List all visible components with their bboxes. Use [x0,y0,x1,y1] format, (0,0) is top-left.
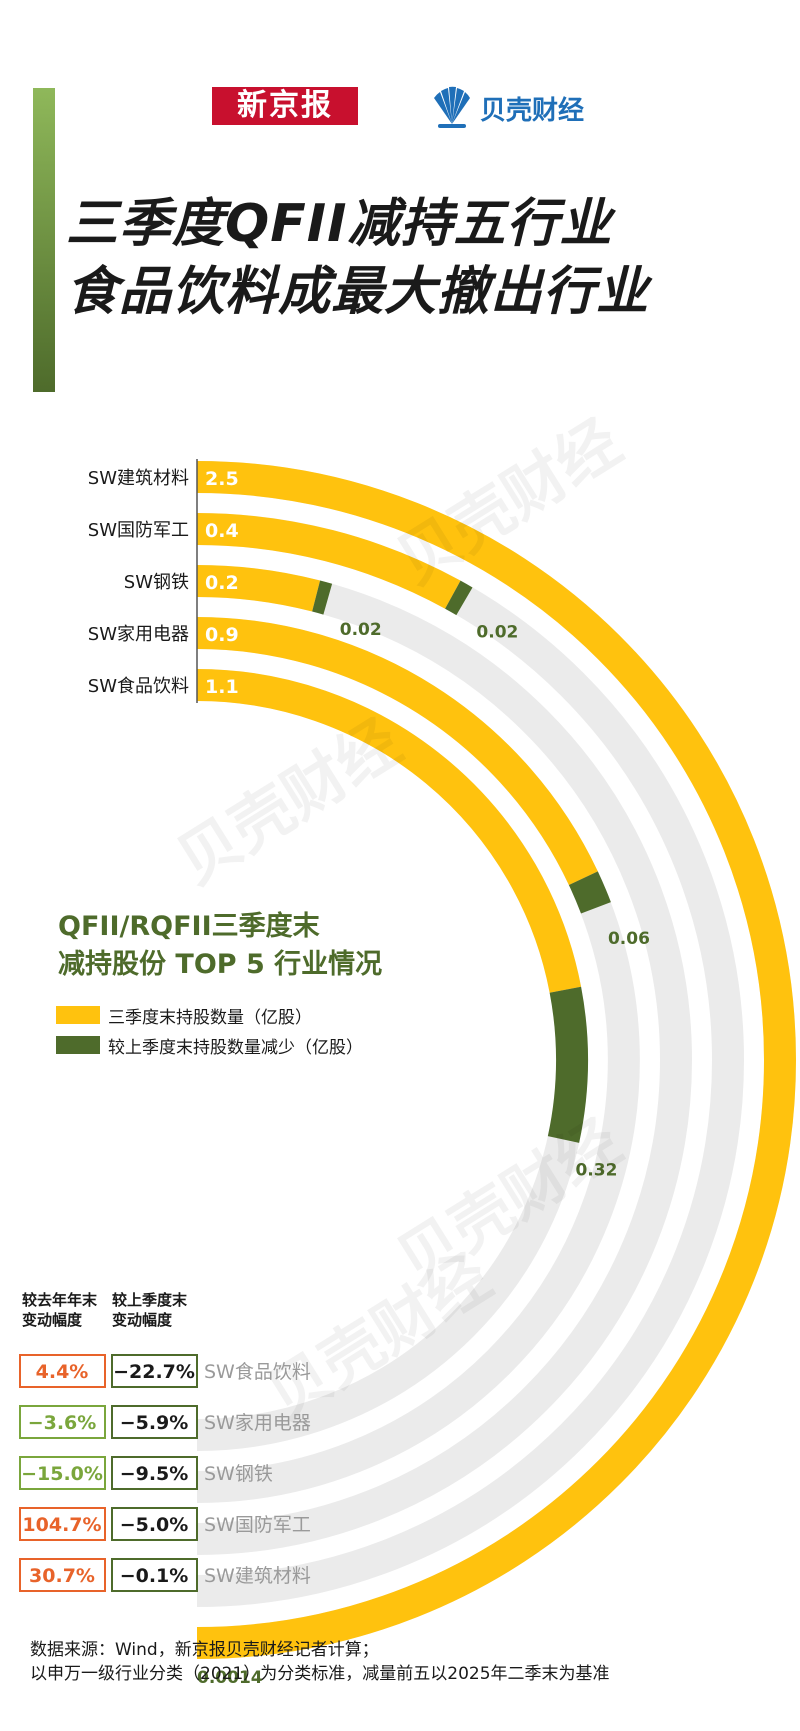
qoq-change-box [111,1456,198,1490]
ytd-change-value: −15.0% [21,1463,103,1485]
chart-title-line-1: QFII/RQFII三季度末 [58,911,320,942]
value-label-0: 2.5 [205,468,239,490]
title-accent-bar [33,88,55,392]
bar-holding-1 [196,513,461,609]
decrease-label-4: 0.32 [575,1161,617,1181]
qoq-change-box [111,1558,198,1592]
xinjingbao-logo: 新京报 [212,87,358,125]
title-line-1: 三季度QFII减持五行业 [66,194,613,254]
change-row-2: −15.0% −9.5% SW钢铁 [19,1456,273,1490]
source-line-1: 数据来源：Wind，新京报贝壳财经记者计算； [30,1640,379,1660]
bar-decrease-1 [445,580,473,616]
qoq-change-box [111,1405,198,1439]
category-label-3: SW家用电器 [88,624,189,645]
qoq-change-value: −5.9% [120,1412,189,1434]
source-note: 数据来源：Wind，新京报贝壳财经记者计算； 以申万一级行业分类（2021）为分… [30,1638,770,1686]
beike-logo-text: 贝壳财经 [480,96,585,126]
category-label-4: SW食品饮料 [88,676,189,697]
qoq-change-value: −9.5% [120,1463,189,1485]
watermark-3: 贝壳财经 [164,705,413,898]
bar-decrease-3 [568,871,611,914]
change-row-industry: SW家用电器 [204,1412,311,1434]
ytd-change-value: 4.4% [36,1361,89,1383]
bar-holding-0 [196,461,796,1659]
header-qoq-change: 较上季度末 变动幅度 [112,1291,188,1329]
ytd-change-box [19,1354,106,1388]
legend-label-decrease: 较上季度末持股数量减少（亿股） [108,1037,363,1058]
change-row-industry: SW建筑材料 [204,1565,311,1587]
value-label-4: 1.1 [205,676,239,698]
decrease-label-2: 0.02 [340,620,382,640]
ytd-change-box [19,1456,106,1490]
legend-item-decrease: 较上季度末持股数量减少（亿股） [56,1030,363,1060]
chart-legend: 三季度末持股数量（亿股） 较上季度末持股数量减少（亿股） [56,1000,363,1060]
ytd-change-box [19,1405,106,1439]
change-row-1: −3.6% −5.9% SW家用电器 [19,1405,311,1439]
chart-title: QFII/RQFII三季度末 减持股份 TOP 5 行业情况 [58,908,478,984]
legend-item-holding: 三季度末持股数量（亿股） [56,1000,363,1030]
decrease-label-3: 0.06 [608,929,650,949]
change-row-0: 4.4% −22.7% SW食品饮料 [19,1354,311,1388]
ytd-change-value: 104.7% [22,1514,101,1536]
header-ytd-change: 较去年年末 变动幅度 [22,1291,98,1329]
title-line-2: 食品饮料成最大撤出行业 [66,262,650,322]
bar-decrease-2 [312,580,333,615]
qoq-change-value: −0.1% [120,1565,189,1587]
chart-title-line-2: 减持股份 TOP 5 行业情况 [58,949,383,980]
change-table-headers: 较去年年末 变动幅度 较上季度末 变动幅度 [22,1290,222,1340]
ytd-change-box [19,1558,106,1592]
qoq-change-value: −5.0% [120,1514,189,1536]
category-label-2: SW钢铁 [124,572,189,593]
legend-swatch-holding [56,1006,100,1024]
category-label-0: SW建筑材料 [88,468,189,489]
shell-icon [434,86,470,128]
bar-decrease-4 [547,986,588,1143]
value-label-1: 0.4 [205,520,239,542]
change-row-industry: SW食品饮料 [204,1361,311,1383]
qoq-change-box [111,1507,198,1541]
legend-swatch-decrease [56,1036,100,1054]
change-row-industry: SW国防军工 [204,1514,311,1536]
bar-holding-4 [196,669,582,993]
change-row-industry: SW钢铁 [204,1463,273,1485]
chart-track-2 [196,565,692,1555]
change-row-3: 104.7% −5.0% SW国防军工 [19,1507,311,1541]
bar-holding-3 [196,617,598,886]
change-row-4: 30.7% −0.1% SW建筑材料 [19,1558,311,1592]
category-label-1: SW国防军工 [88,520,189,541]
legend-label-holding: 三季度末持股数量（亿股） [108,1007,312,1028]
value-label-3: 0.9 [205,624,239,646]
value-label-2: 0.2 [205,572,239,594]
beike-logo: 贝壳财经 [428,84,608,132]
ytd-change-box [19,1507,106,1541]
ytd-change-value: −3.6% [28,1412,97,1434]
source-line-2: 以申万一级行业分类（2021）为分类标准，减量前五以2025年二季末为基准 [30,1664,610,1684]
decrease-label-1: 0.02 [476,622,518,642]
qoq-change-value: −22.7% [113,1361,195,1383]
bar-holding-2 [196,565,321,612]
page-title: 三季度QFII减持五行业 食品饮料成最大撤出行业 [66,190,766,326]
qoq-change-box [111,1354,198,1388]
decrease-label-0: 0.0014 [197,1668,263,1688]
ytd-change-value: 30.7% [29,1565,95,1587]
